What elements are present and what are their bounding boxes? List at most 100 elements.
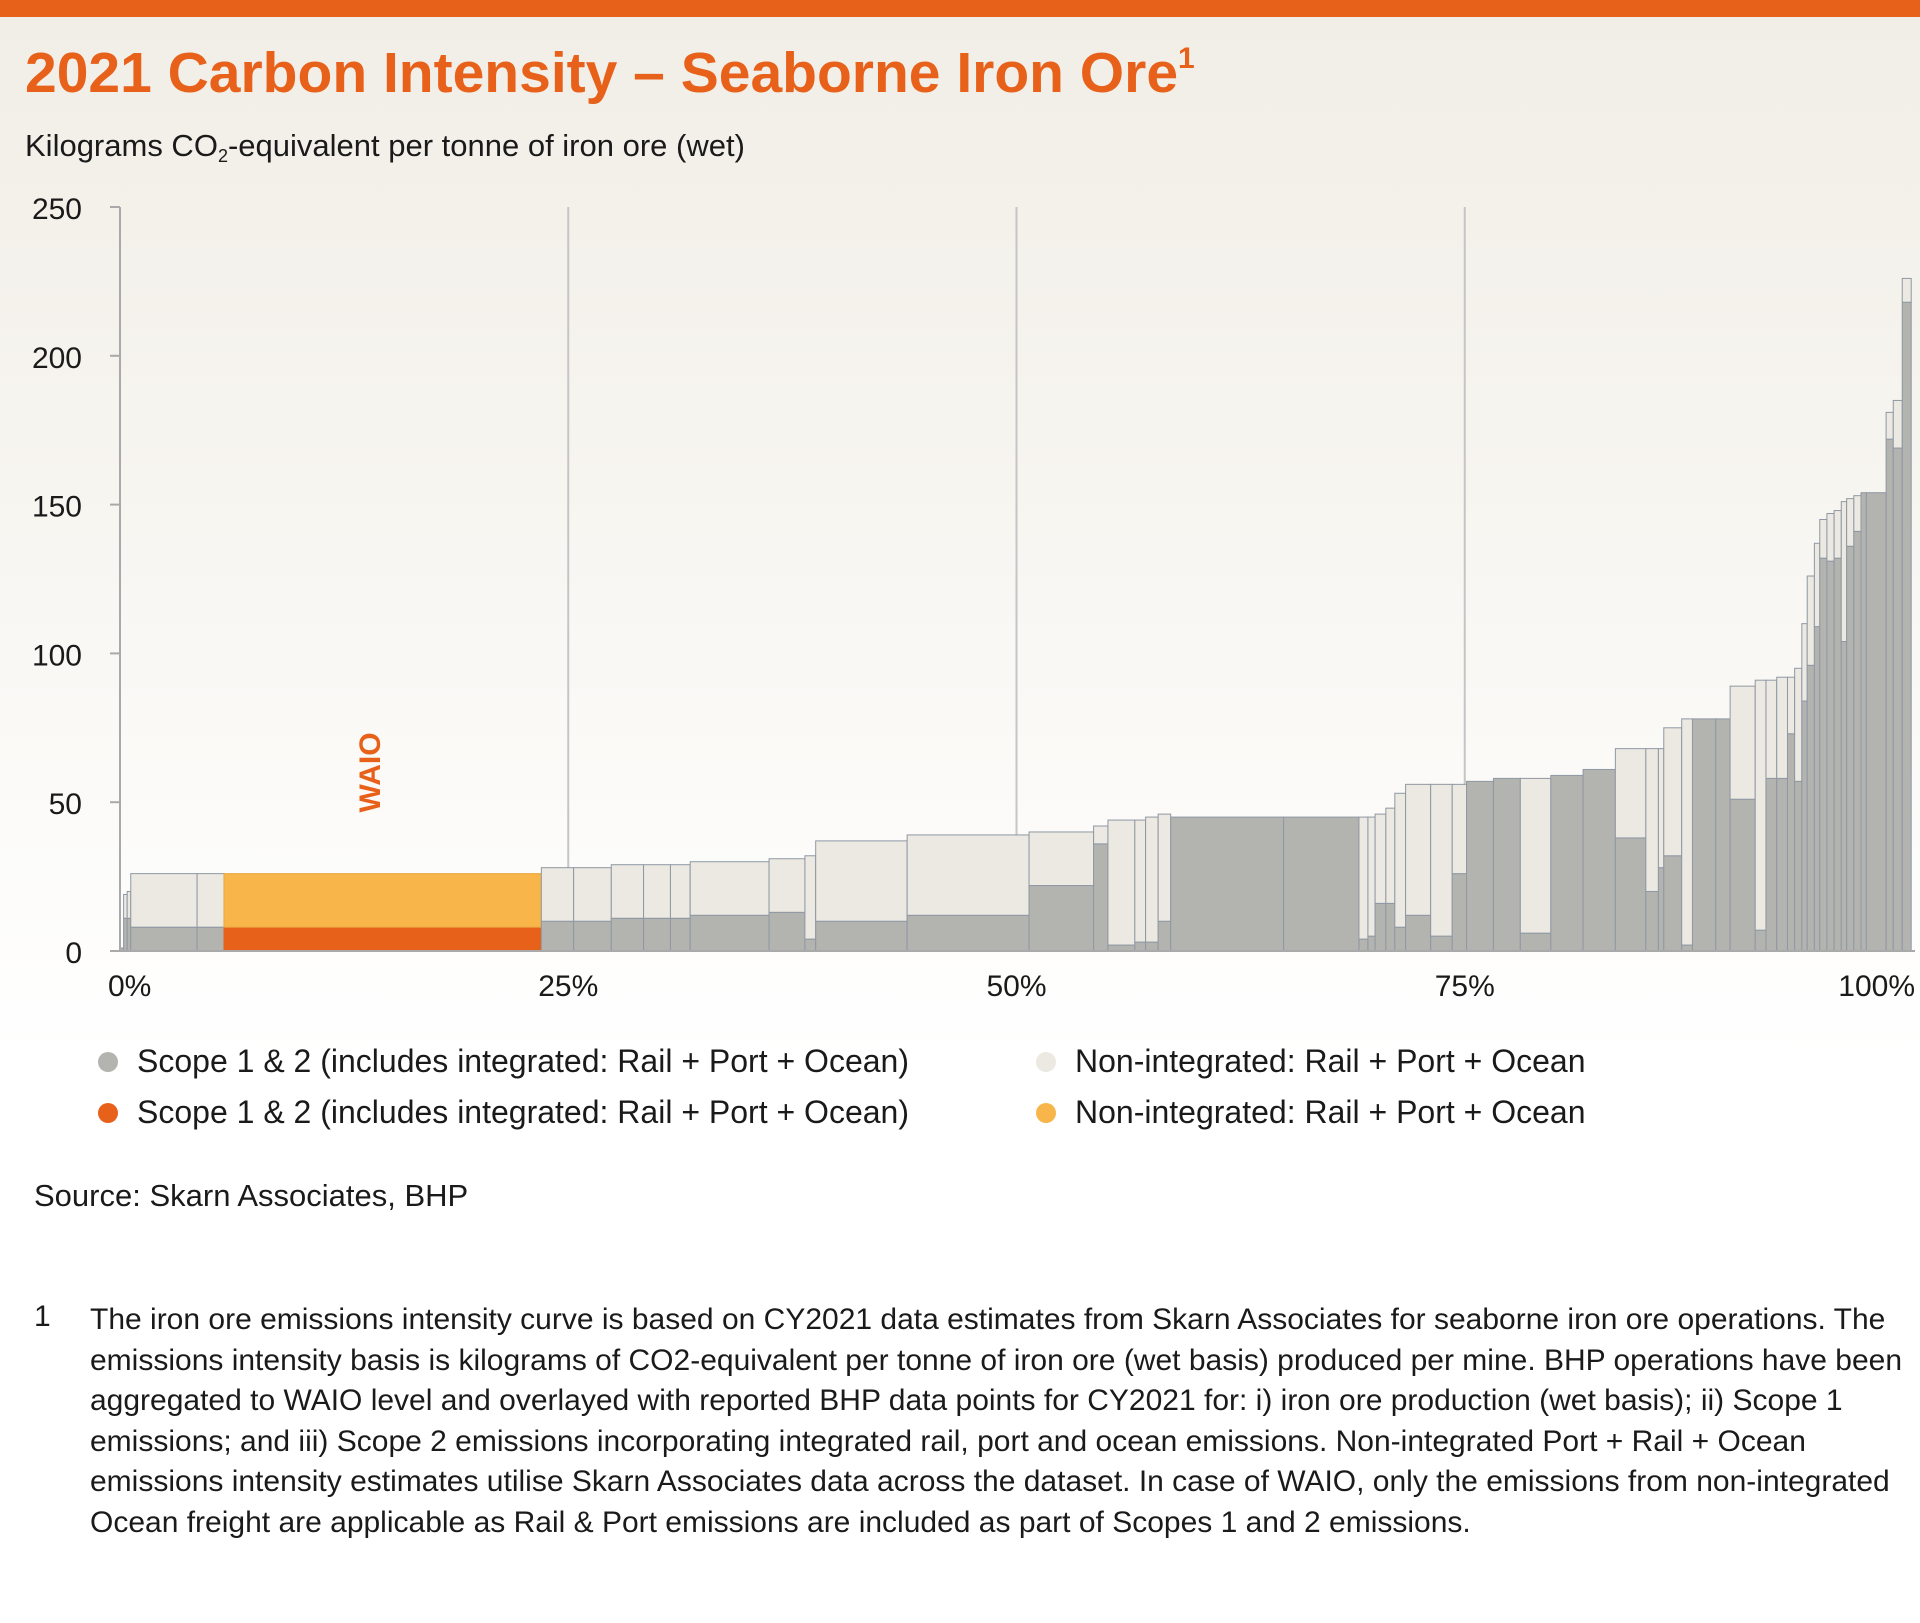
bar-non-integrated-25 [1367, 816, 1376, 937]
bar-scope-23 [1283, 816, 1360, 952]
bar-non-integrated-39 [1657, 748, 1665, 869]
bar-non-integrated-58 [1853, 495, 1862, 532]
bar-scope-49 [1794, 780, 1803, 952]
bar-14 [815, 840, 908, 952]
bar-non-integrated-28 [1394, 792, 1407, 928]
bar-scope-11 [689, 914, 770, 952]
bar-non-integrated-19 [1134, 819, 1147, 943]
bar-scope-39 [1657, 867, 1665, 952]
bar-scope-50 [1801, 700, 1808, 952]
bar-non-integrated-55 [1833, 510, 1842, 559]
bar-non-integrated-47 [1776, 676, 1788, 779]
bar-scope-3 [130, 926, 198, 952]
bar-58 [1853, 495, 1862, 952]
bar-scope-14 [815, 920, 908, 952]
bar-non-integrated-26 [1374, 813, 1387, 904]
bar-scope-9 [643, 917, 671, 952]
bar-scope-26 [1374, 902, 1387, 952]
bar-scope-63 [1901, 301, 1912, 952]
bar-46 [1765, 679, 1778, 952]
bar-scope-12 [768, 911, 806, 952]
bar-non-integrated-48 [1786, 676, 1796, 735]
bar-41 [1681, 718, 1693, 952]
bar-non-integrated-10 [669, 864, 691, 919]
carbon-intensity-chart: 0 50 100 150 200 250 0% 25% 50% 75% 100% WAIO [32, 193, 1915, 1003]
bar-non-integrated-20 [1145, 816, 1159, 943]
x-tick-label-75: 75% [1435, 970, 1495, 1003]
bar-49 [1794, 667, 1803, 952]
bar-scope-47 [1776, 777, 1788, 952]
y-tick-label-0: 0 [65, 937, 82, 970]
bar-28 [1394, 792, 1407, 952]
bar-non-integrated-46 [1765, 679, 1778, 779]
bar-60 [1865, 492, 1887, 952]
bar-scope-56 [1840, 640, 1848, 952]
bar-non-integrated-44 [1729, 685, 1756, 800]
bar-26 [1374, 813, 1387, 952]
footnote-text: The iron ore emissions intensity curve i… [90, 1303, 1903, 1539]
bar-non-integrated-9 [643, 864, 671, 919]
y-tick-label-200: 200 [32, 342, 82, 375]
bar-21 [1157, 813, 1172, 952]
bar-2 [126, 890, 132, 952]
bar-scope-6 [540, 920, 575, 952]
bar-waio-5 [223, 873, 542, 952]
bar-non-integrated-63 [1901, 277, 1912, 303]
bar-10 [669, 864, 691, 952]
bar-scope-52 [1813, 626, 1821, 952]
bar-30 [1430, 783, 1453, 952]
bar-non-integrated-45 [1754, 679, 1767, 931]
bar-non-integrated-41 [1681, 718, 1693, 946]
bar-50 [1801, 623, 1808, 952]
legend-item-waio-non-integrated: Non-integrated: Rail + Port + Ocean [1036, 1094, 1586, 1131]
bar-non-integrated-15 [906, 834, 1030, 916]
bar-scope-62 [1892, 447, 1903, 952]
bar-scope-58 [1853, 530, 1862, 952]
bar-27 [1385, 807, 1396, 952]
x-tick-label-50: 50% [986, 970, 1046, 1003]
legend-item-non-integrated: Non-integrated: Rail + Port + Ocean [1036, 1043, 1586, 1080]
bar-16 [1028, 831, 1095, 952]
bar-scope-24 [1358, 938, 1369, 952]
bar-non-integrated-29 [1405, 783, 1432, 916]
y-tick-label-250: 250 [32, 193, 82, 226]
bar-scope-15 [906, 914, 1030, 952]
legend-label-waio-scope: Scope 1 & 2 (includes integrated: Rail +… [137, 1094, 909, 1130]
bar-non-integrated-37 [1614, 748, 1647, 839]
x-tick-label-25: 25% [538, 970, 598, 1003]
legend-label-non-integrated: Non-integrated: Rail + Port + Ocean [1075, 1043, 1586, 1079]
bar-59 [1860, 492, 1867, 952]
bar-scope-13 [804, 938, 817, 952]
bar-scope-60 [1865, 492, 1887, 952]
bar-non-integrated-6 [540, 867, 575, 922]
bar-56 [1840, 501, 1848, 952]
footnote-number: 1 [34, 1300, 51, 1333]
bar-48 [1786, 676, 1796, 952]
bar-23 [1283, 816, 1360, 952]
bar-non-integrated-1 [123, 893, 128, 919]
bar-scope-4 [196, 926, 225, 952]
x-tick-label-0: 0% [108, 970, 151, 1003]
legend-swatch-waio-non-integrated [1036, 1102, 1056, 1123]
bar-scope-45 [1754, 929, 1767, 952]
bar-57 [1846, 498, 1855, 952]
bar-62 [1892, 399, 1903, 952]
bar-scope-19 [1134, 941, 1147, 952]
bar-scope-8 [610, 917, 645, 952]
bar-non-integrated-13 [804, 855, 817, 940]
bar-non-integrated-51 [1806, 575, 1815, 666]
bar-waio-non-integrated-5 [223, 873, 542, 928]
y-tick-labels: 0 50 100 150 200 250 [32, 193, 120, 970]
bar-scope-29 [1405, 914, 1432, 952]
legend-item-waio-scope: Scope 1 & 2 (includes integrated: Rail +… [98, 1094, 909, 1131]
bar-scope-38 [1645, 890, 1659, 952]
bar-non-integrated-27 [1385, 807, 1396, 904]
bar-non-integrated-49 [1794, 667, 1803, 782]
bar-8 [610, 864, 645, 952]
bar-non-integrated-38 [1645, 748, 1659, 892]
bar-61 [1885, 411, 1894, 952]
bar-scope-30 [1430, 935, 1453, 952]
bar-20 [1145, 816, 1159, 952]
bar-36 [1582, 768, 1616, 952]
bar-19 [1134, 819, 1147, 952]
